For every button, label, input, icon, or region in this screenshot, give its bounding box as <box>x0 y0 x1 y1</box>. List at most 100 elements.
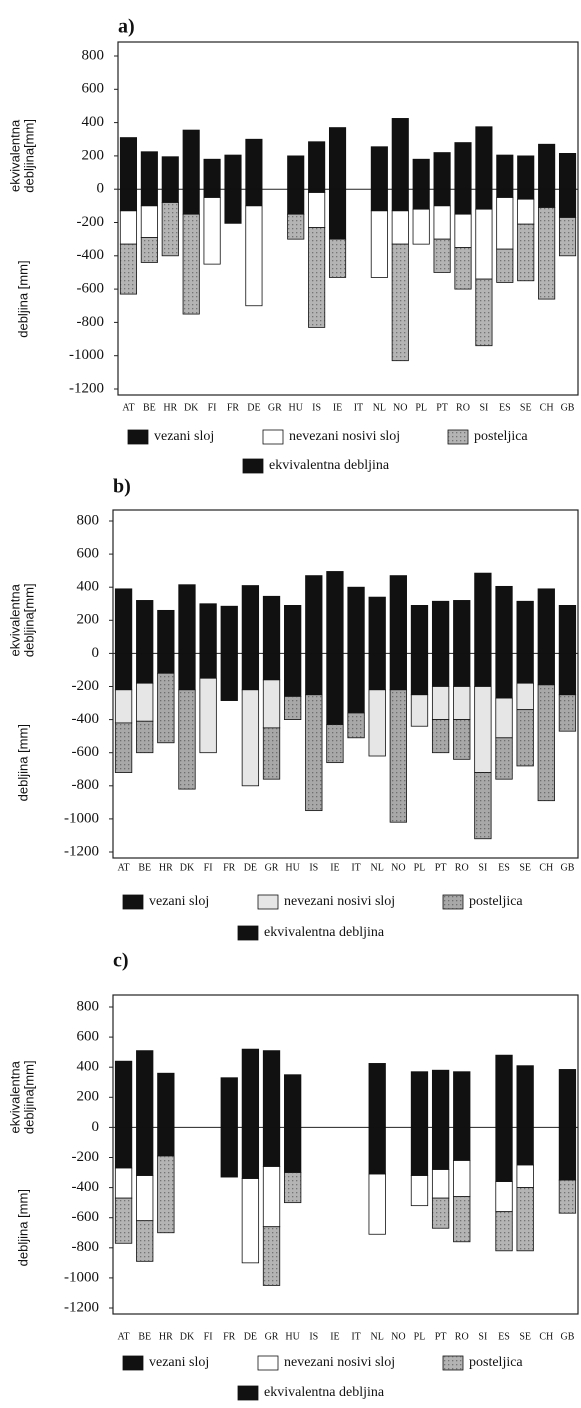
x-tick-label: IT <box>354 402 363 413</box>
bar-segment <box>241 1048 260 1128</box>
bar-hatch <box>308 227 325 328</box>
bar-segment <box>245 205 263 307</box>
bar-segment <box>136 1050 154 1128</box>
bar-hatch <box>496 249 513 283</box>
bar-segment <box>370 210 388 278</box>
y-tick-label: 800 <box>82 47 105 63</box>
legend-swatch <box>257 894 279 910</box>
bar-segment <box>119 188 138 212</box>
x-tick-label: PL <box>414 1331 426 1342</box>
y-axis-label: debljina [mm] <box>15 260 30 337</box>
bar-segment <box>262 679 281 729</box>
bar-segment <box>140 205 158 238</box>
bar-segment <box>431 653 450 687</box>
bar-segment <box>495 585 513 654</box>
bar-segment <box>308 141 326 190</box>
bar-hatch <box>392 244 409 361</box>
bar-segment <box>370 146 388 190</box>
bar-segment <box>516 682 534 711</box>
bar-segment <box>516 600 534 654</box>
bar-segment <box>199 603 217 654</box>
x-tick-label: RO <box>455 1331 469 1342</box>
x-tick-label: BE <box>138 862 151 873</box>
bar-segment <box>262 1127 281 1167</box>
bar-segment <box>178 653 196 691</box>
bar-hatch <box>432 719 449 753</box>
bar-segment <box>495 653 513 699</box>
y-tick-label: -600 <box>72 744 100 760</box>
bar-segment <box>220 605 238 654</box>
y-tick-label: -1200 <box>69 380 104 396</box>
x-tick-label: NL <box>373 402 386 413</box>
y-tick-label: -800 <box>72 1239 100 1255</box>
bar-hatch <box>453 719 470 760</box>
x-tick-label: IE <box>333 402 342 413</box>
y-tick-label: 400 <box>77 579 100 595</box>
bar-segment <box>328 188 347 240</box>
x-tick-label: GB <box>560 1331 574 1342</box>
bar-hatch <box>474 772 492 839</box>
legend-label: posteljica <box>469 894 523 909</box>
bar-hatch <box>390 689 407 823</box>
bar-segment <box>368 596 386 654</box>
bar-segment <box>558 1127 577 1181</box>
bar-segment <box>157 1127 175 1157</box>
bar-segment <box>199 653 217 679</box>
x-tick-label: CH <box>539 862 553 873</box>
panel-label: b) <box>113 476 131 498</box>
bar-segment <box>182 129 200 190</box>
y-tick-label: 800 <box>77 512 100 528</box>
x-tick-label: PT <box>436 402 448 413</box>
y-tick-label: -200 <box>77 214 105 230</box>
bar-hatch <box>347 712 365 738</box>
bar-segment <box>245 138 263 190</box>
plot-frame <box>112 509 579 859</box>
x-tick-label: IS <box>309 1331 318 1342</box>
bar-segment <box>114 689 133 724</box>
bar-hatch <box>495 1211 513 1251</box>
x-tick-label: ES <box>498 862 510 873</box>
bar-segment <box>224 154 242 190</box>
legend-label: vezani sloj <box>154 429 214 444</box>
bar-hatch <box>263 1226 280 1286</box>
bar-hatch <box>305 694 323 811</box>
x-tick-label: IE <box>330 1331 339 1342</box>
y-tick-label: -800 <box>77 314 105 330</box>
bar-segment <box>368 689 386 757</box>
bar-segment <box>389 653 407 691</box>
legend-label: vezani sloj <box>149 894 209 909</box>
x-tick-label: SE <box>520 402 532 413</box>
legend-label: posteljica <box>469 1355 523 1370</box>
x-tick-label: HU <box>289 402 304 413</box>
bar-segment <box>140 151 158 190</box>
bar-segment <box>389 575 407 654</box>
x-tick-label: NO <box>391 1331 405 1342</box>
x-tick-label: GR <box>265 1331 279 1342</box>
y-tick-label: 400 <box>82 114 105 130</box>
legend-swatch <box>262 429 284 445</box>
bar-segment <box>245 188 263 207</box>
bar-segment <box>262 653 281 681</box>
x-tick-label: AT <box>117 862 129 873</box>
x-tick-label: HR <box>159 1331 173 1342</box>
bar-segment <box>114 1060 133 1128</box>
legend-swatch <box>242 458 264 474</box>
y-tick-label: -200 <box>72 678 100 694</box>
x-tick-label: ES <box>498 1331 510 1342</box>
bar-segment <box>410 694 429 727</box>
y-axis-label: debljina [mm] <box>15 724 30 801</box>
y-tick-label: -1000 <box>69 347 104 363</box>
bar-segment <box>495 1127 513 1182</box>
bar-segment <box>136 600 154 654</box>
bar-segment <box>347 586 365 654</box>
x-tick-label: FI <box>208 402 217 413</box>
x-tick-label: PL <box>415 402 427 413</box>
bar-segment <box>433 188 451 207</box>
y-tick-label: 0 <box>97 181 105 197</box>
bar-segment <box>368 1173 386 1235</box>
bar-hatch <box>162 202 179 256</box>
bar-segment <box>496 188 514 198</box>
x-tick-label: RO <box>455 862 469 873</box>
bar-segment <box>558 153 577 190</box>
